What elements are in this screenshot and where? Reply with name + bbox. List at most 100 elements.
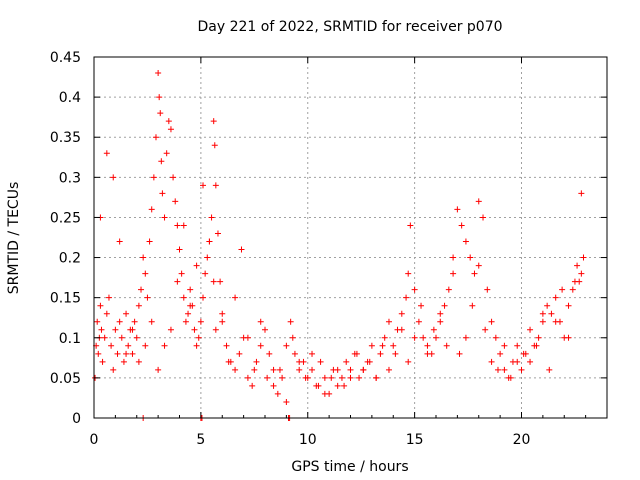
data-point [123,310,130,317]
data-point [185,310,192,317]
data-point [251,366,258,373]
data-point [155,70,162,77]
data-point [223,342,230,349]
data-point [167,126,174,133]
data-point [180,222,187,229]
data-point [283,398,290,405]
data-point [206,238,213,245]
x-tick-label: 0 [90,432,99,448]
data-point [120,358,127,365]
data-point [385,318,392,325]
data-point [379,342,386,349]
data-point [142,342,149,349]
data-point [360,366,367,373]
data-point [443,342,450,349]
data-point [544,302,551,309]
data-point [373,374,380,381]
y-tick-label: 0.2 [59,251,81,267]
data-point [518,366,525,373]
data-point [501,366,508,373]
data-point [176,246,183,253]
data-point [270,366,277,373]
data-point [571,278,578,285]
data-point [225,358,232,365]
data-point [105,294,112,301]
data-point [279,374,286,381]
data-point [187,302,194,309]
data-point [501,342,508,349]
data-point [116,318,123,325]
data-point [377,350,384,357]
data-point [270,382,277,389]
data-point [148,318,155,325]
data-point [368,342,375,349]
data-point [296,366,303,373]
data-point [172,198,179,205]
data-point [161,214,168,221]
data-point [118,334,125,341]
data-point [103,150,110,157]
data-point [480,214,487,221]
data-point [204,254,211,261]
data-point [158,158,165,165]
data-point [253,358,260,365]
data-point [338,374,345,381]
data-point [514,358,521,365]
data-point [424,350,431,357]
data-point [142,270,149,277]
y-tick-label: 0.25 [50,210,81,226]
data-point [356,374,363,381]
data-point [450,270,457,277]
data-point [133,334,140,341]
data-point [217,278,224,285]
data-point [191,326,198,333]
data-point [170,174,177,181]
data-point [321,390,328,397]
data-point [152,134,159,141]
x-tick-labels: 0 5 10 15 20 [90,432,531,448]
data-point [533,342,540,349]
y-tick-labels: 0 0.05 0.1 0.15 0.2 0.25 0.3 0.35 0.4 0.45 [50,50,81,427]
data-point [390,342,397,349]
data-point [195,334,202,341]
data-point [163,150,170,157]
x-tick-label: 5 [196,432,205,448]
y-tick-label: 0 [72,411,81,427]
data-point [494,366,501,373]
data-point [482,326,489,333]
data-point [283,342,290,349]
data-point [420,334,427,341]
data-point [497,350,504,357]
data-point [212,182,219,189]
data-point [232,294,239,301]
data-point [167,326,174,333]
data-point [539,318,546,325]
data-point [415,318,422,325]
data-point [334,382,341,389]
data-point [264,374,271,381]
data-point [405,270,412,277]
data-point [574,262,581,269]
data-point [467,254,474,261]
data-point [174,278,181,285]
data-point [174,222,181,229]
data-point [244,334,251,341]
data-point [148,206,155,213]
data-point [112,326,119,333]
data-point [116,238,123,245]
data-point [146,238,153,245]
data-point [94,318,101,325]
data-point [462,238,469,245]
data-point [317,358,324,365]
data-point [309,350,316,357]
data-point [287,318,294,325]
data-point [150,174,157,181]
data-point [135,358,142,365]
data-point [405,358,412,365]
data-point [193,342,200,349]
data-point [411,334,418,341]
data-point [197,318,204,325]
data-point [580,254,587,261]
x-tick-label: 10 [299,432,317,448]
data-point [219,318,226,325]
